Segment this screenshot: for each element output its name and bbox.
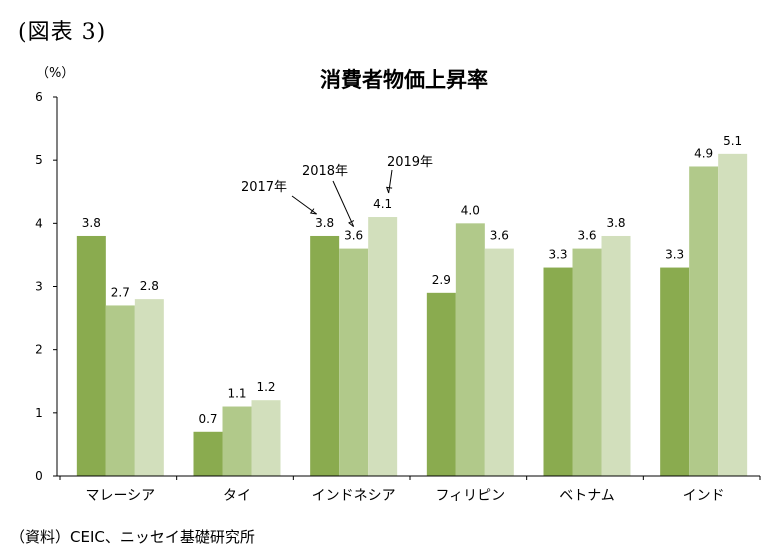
bar (484, 248, 514, 476)
arrow-head (348, 220, 355, 227)
figure-label: (図表 3) (18, 20, 107, 45)
bar (718, 153, 748, 476)
data-label: 3.6 (344, 229, 363, 243)
bar (251, 400, 281, 476)
bar (572, 248, 602, 476)
data-label: 5.1 (723, 134, 742, 148)
bar (339, 248, 369, 476)
data-label: 4.9 (694, 146, 713, 160)
annotation-arrow (388, 169, 393, 194)
bar (310, 235, 340, 476)
data-label: 1.2 (256, 380, 275, 394)
source-note: （資料）CEIC、ニッセイ基礎研究所 (10, 528, 255, 546)
arrow-head (309, 208, 317, 215)
bar (543, 267, 573, 476)
category-label: ベトナム (559, 488, 615, 504)
annotation-arrow (291, 195, 317, 215)
data-label: 3.8 (82, 216, 101, 230)
category-label: マレーシア (85, 488, 155, 504)
data-label: 2.8 (140, 279, 159, 293)
year-annotation: 2019年 (387, 155, 433, 170)
bar (193, 431, 223, 476)
bar (368, 217, 398, 476)
data-label: 4.1 (373, 197, 392, 211)
bar (601, 235, 631, 476)
annotation-arrow (332, 180, 355, 227)
bar (660, 267, 690, 476)
data-label: 3.6 (577, 229, 596, 243)
category-label: タイ (223, 488, 251, 504)
y-tick-label: 3 (35, 280, 43, 294)
data-label: 3.6 (490, 229, 509, 243)
data-label: 4.0 (461, 203, 480, 217)
y-tick-label: 4 (35, 216, 43, 230)
data-label: 2.7 (111, 285, 130, 299)
bar (222, 406, 252, 476)
y-tick-label: 0 (35, 469, 43, 483)
year-annotation: 2018年 (302, 164, 348, 179)
bar (455, 223, 485, 476)
category-label: フィリピン (435, 488, 505, 504)
bar (105, 305, 135, 476)
y-tick-label: 1 (35, 406, 43, 420)
data-label: 0.7 (198, 412, 217, 426)
unit-label: （%） (36, 66, 75, 81)
data-label: 3.3 (665, 248, 684, 262)
bar (134, 299, 164, 476)
bar (426, 292, 456, 476)
data-label: 3.8 (315, 216, 334, 230)
data-label: 1.1 (227, 387, 246, 401)
year-annotation: 2017年 (241, 180, 287, 195)
chart-title: 消費者物価上昇率 (320, 68, 488, 92)
y-tick-label: 2 (35, 343, 43, 357)
y-tick-label: 6 (35, 90, 43, 104)
data-label: 3.8 (606, 216, 625, 230)
bar (689, 166, 719, 476)
y-tick-label: 5 (35, 153, 43, 167)
data-label: 2.9 (432, 273, 451, 287)
bar (76, 235, 106, 476)
arrow-head (386, 186, 393, 194)
data-label: 3.3 (548, 248, 567, 262)
category-label: インド (683, 488, 725, 504)
category-label: インドネシア (312, 488, 396, 504)
